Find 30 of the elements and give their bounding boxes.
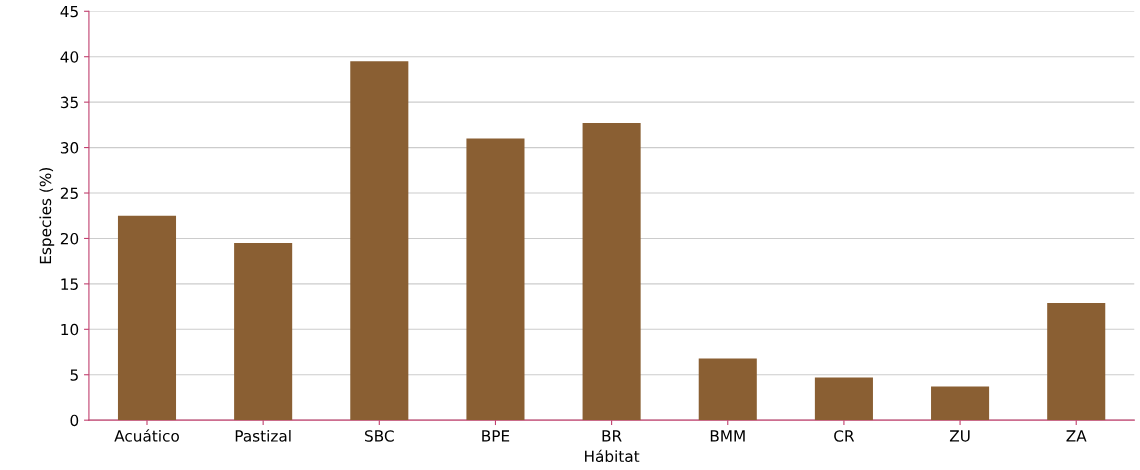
x-tick-label: Pastizal [235, 429, 291, 442]
y-tick-label: 15 [61, 278, 78, 290]
bar [931, 386, 990, 421]
x-tick-label: CR [834, 430, 855, 442]
y-axis-title: Especies (%) [39, 168, 55, 264]
bar [1047, 302, 1106, 421]
y-tick-label: 30 [60, 142, 79, 154]
x-tick-label: BPE [482, 430, 510, 442]
bar [814, 377, 873, 421]
bar [350, 61, 409, 421]
x-tick-label: ZU [949, 430, 970, 442]
x-tick-label: SBC [365, 430, 394, 442]
x-tick-label: ZA [1066, 430, 1087, 442]
x-axis-title: Hábitat [585, 449, 640, 463]
x-tick-label: BR [602, 430, 622, 442]
y-tick-label: 45 [60, 5, 78, 18]
y-tick-label: 20 [60, 232, 79, 245]
x-tick-label: BMM [710, 430, 745, 442]
y-tick-label: 25 [60, 187, 78, 200]
y-tick-label: 5 [70, 369, 78, 381]
bar [698, 358, 757, 421]
bar [117, 215, 177, 421]
y-tick-label: 40 [60, 51, 79, 63]
y-tick-label: 0 [70, 414, 79, 427]
y-tick-label: 10 [61, 323, 79, 336]
x-tick-label: Acuático [114, 429, 179, 442]
y-tick-label: 35 [60, 96, 78, 109]
bar [234, 242, 293, 421]
bar [466, 138, 525, 421]
bar [582, 123, 641, 421]
